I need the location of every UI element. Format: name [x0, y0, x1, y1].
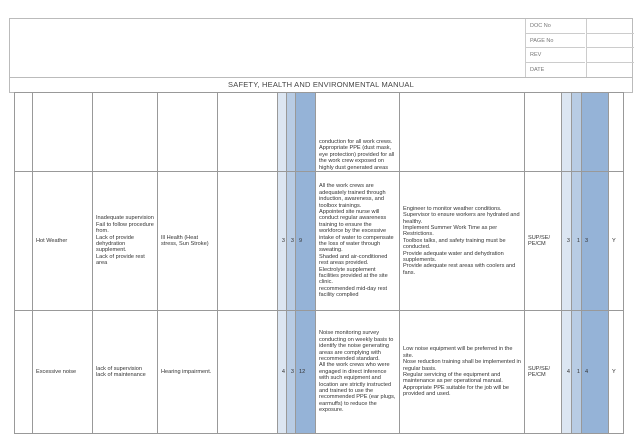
ok-text: Y [612, 368, 616, 375]
cell-ok: Y [608, 310, 624, 434]
cell-l [286, 92, 296, 172]
r2-text: 4 [585, 368, 589, 375]
cell-additional: Engineer to monitor weather conditions. … [399, 171, 525, 311]
additional-text: Low noise equipment will be preferred in… [403, 346, 521, 398]
cell-l: 3 [286, 310, 296, 434]
resp-text: SUP/SE/ PE/CM [528, 365, 551, 378]
ok-text: Y [612, 237, 616, 244]
document-title: SAFETY, HEALTH AND ENVIRONMENTAL MANUAL [9, 78, 633, 93]
l-text: 3 [290, 368, 294, 375]
cell-hazard: Hot Weather [32, 171, 93, 311]
cell-empty [217, 171, 278, 311]
cell-r: 12 [295, 310, 316, 434]
s-text: 4 [281, 368, 285, 375]
cell-controls: Noise monitoring survey conducting on we… [315, 310, 400, 434]
cell-s [277, 92, 287, 172]
cell-empty [14, 171, 33, 311]
l2-text: 1 [576, 368, 580, 375]
l2-text: 1 [576, 237, 580, 244]
cell-empty [217, 310, 278, 434]
cell-cause: Inadequate supervision Fail to follow pr… [92, 171, 158, 311]
cell-s2 [561, 92, 572, 172]
cell-additional: Low noise equipment will be preferred in… [399, 310, 525, 434]
cell-additional [399, 92, 525, 172]
s2-text: 4 [566, 368, 570, 375]
cell-empty [14, 310, 33, 434]
cause-text: Inadequate supervision Fail to follow pr… [96, 215, 154, 267]
page-no-label: PAGE No [525, 33, 634, 48]
cell-resp [524, 92, 562, 172]
r-text: 12 [299, 368, 306, 375]
controls-text: Noise monitoring survey conducting on we… [319, 330, 396, 414]
hazard-text: Hot Weather [36, 237, 68, 244]
s2-text: 3 [566, 237, 570, 244]
s-text: 3 [281, 237, 285, 244]
resp-text: SUP/SE/ PE/CM [528, 234, 551, 247]
risk-assessment-table: conduction for all work crews. Appropria… [14, 92, 624, 434]
document-header: DOC No PAGE No REV DATE [9, 18, 634, 78]
r2-text: 3 [585, 237, 589, 244]
cell-cause [92, 92, 158, 172]
table-row: Hot Weather Inadequate supervision Fail t… [14, 171, 624, 311]
cell-l: 3 [286, 171, 296, 311]
hazard-text: Excessive noise [36, 368, 77, 375]
controls-text: conduction for all work crews. Appropria… [319, 138, 395, 171]
cell-controls: conduction for all work crews. Appropria… [315, 92, 400, 172]
cell-empty [14, 92, 33, 172]
cell-empty [217, 92, 278, 172]
table-row: conduction for all work crews. Appropria… [14, 92, 624, 172]
cell-ok: Y [608, 171, 624, 311]
cause-text: lack of supervision lack of maintenance [96, 365, 146, 378]
table-row: Excessive noise lack of supervision lack … [14, 310, 624, 434]
cell-hazard [32, 92, 93, 172]
cell-effect: Ill Health (Heat stress, Sun Stroke) [157, 171, 218, 311]
date-label: DATE [525, 62, 587, 77]
cell-r2 [581, 92, 609, 172]
l-text: 3 [290, 237, 294, 244]
cell-l2: 1 [571, 171, 582, 311]
cell-resp: SUP/SE/ PE/CM [524, 171, 562, 311]
cell-r2: 3 [581, 171, 609, 311]
r-text: 9 [299, 237, 303, 244]
cell-l2: 1 [571, 310, 582, 434]
cell-ok [608, 92, 624, 172]
document-meta: DOC No PAGE No REV DATE [525, 19, 634, 77]
doc-no-label: DOC No [525, 19, 634, 34]
cell-r: 9 [295, 171, 316, 311]
cell-s: 4 [277, 310, 287, 434]
additional-text: Engineer to monitor weather conditions. … [403, 205, 520, 276]
cell-cause: lack of supervision lack of maintenance [92, 310, 158, 434]
cell-s: 3 [277, 171, 287, 311]
rev-label: REV [525, 48, 634, 63]
effect-text: Ill Health (Heat stress, Sun Stroke) [161, 234, 209, 247]
controls-text: All the work crews are adequately traine… [319, 183, 394, 299]
cell-effect: Hearing impairment. [157, 310, 218, 434]
cell-effect [157, 92, 218, 172]
cell-hazard: Excessive noise [32, 310, 93, 434]
effect-text: Hearing impairment. [161, 368, 212, 375]
cell-r2: 4 [581, 310, 609, 434]
cell-l2 [571, 92, 582, 172]
cell-r [295, 92, 316, 172]
cell-s2: 3 [561, 171, 572, 311]
cell-controls: All the work crews are adequately traine… [315, 171, 400, 311]
cell-resp: SUP/SE/ PE/CM [524, 310, 562, 434]
cell-s2: 4 [561, 310, 572, 434]
